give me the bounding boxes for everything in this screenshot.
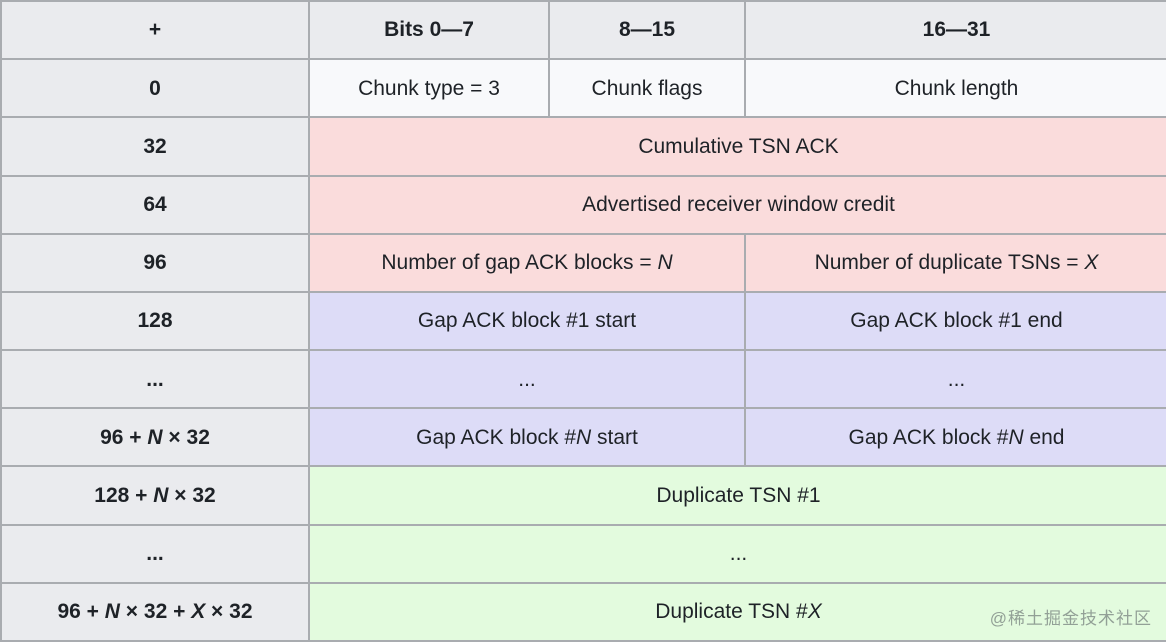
header-bits-16-31: 16—31	[744, 0, 1166, 61]
cell-offset-64: 64	[0, 174, 310, 235]
row-dup-ellipsis: ... ...	[0, 523, 1166, 584]
row-offset-96: 96 Number of gap ACK blocks = N Number o…	[0, 232, 1166, 293]
cell-chunk-flags: Chunk flags	[548, 58, 746, 119]
dup-x-var: X	[807, 600, 822, 624]
offset-var-n: N	[147, 425, 163, 449]
offset-text: 128 +	[94, 483, 154, 507]
cell-offset-128: 128	[0, 290, 310, 352]
cell-duplicate-tsn-1: Duplicate TSN #1	[308, 465, 1166, 526]
cell-gap-ack-block-1-start: Gap ACK block #1 start	[308, 290, 746, 352]
offset-text: 96 +	[57, 600, 105, 624]
gap-n-start-text: Gap ACK block #	[416, 425, 577, 449]
cell-chunk-length: Chunk length	[744, 58, 1166, 119]
dup-tsns-var-x: X	[1084, 251, 1099, 275]
gap-n-start-text: start	[591, 425, 638, 449]
offset-text: × 32	[205, 600, 253, 624]
header-bits-0-7: Bits 0—7	[308, 0, 550, 61]
row-gap-ellipsis: ... ... ...	[0, 349, 1166, 410]
cell-number-of-gap-ack-blocks: Number of gap ACK blocks = N	[308, 232, 746, 293]
cell-gap-ack-block-n-end: Gap ACK block #N end	[744, 407, 1166, 468]
offset-var-n: N	[153, 483, 169, 507]
gap-n-end-text: Gap ACK block #	[848, 425, 1009, 449]
row-offset-64: 64 Advertised receiver window credit	[0, 174, 1166, 235]
offset-text: × 32	[168, 483, 216, 507]
cell-dup-ellipsis: ...	[308, 523, 1166, 584]
cell-offset-128-plus-n32: 128 + N × 32	[0, 465, 310, 526]
cell-cumulative-tsn-ack: Cumulative TSN ACK	[308, 116, 1166, 177]
cell-gap-end-ellipsis: ...	[744, 349, 1166, 410]
cell-offset-ellipsis-gap: ...	[0, 349, 310, 410]
offset-var-x: X	[191, 600, 206, 624]
cell-chunk-type: Chunk type = 3	[308, 58, 550, 119]
cell-offset-96-n32-x32: 96 + N × 32 + X × 32	[0, 581, 310, 642]
cell-offset-0: 0	[0, 58, 310, 119]
row-offset-last: 96 + N × 32 + X × 32 Duplicate TSN #X	[0, 581, 1166, 642]
gap-n-start-var: N	[576, 425, 592, 449]
header-bits-8-15: 8—15	[548, 0, 746, 61]
cell-duplicate-tsn-x: Duplicate TSN #X	[308, 581, 1166, 642]
gap-blocks-var-n: N	[657, 251, 673, 275]
dup-x-text: Duplicate TSN #	[655, 600, 808, 624]
row-offset-0: 0 Chunk type = 3 Chunk flags Chunk lengt…	[0, 58, 1166, 119]
cell-offset-96: 96	[0, 232, 310, 293]
offset-var-n: N	[104, 600, 120, 624]
dup-tsns-text: Number of duplicate TSNs =	[814, 251, 1085, 275]
offset-text: × 32 +	[119, 600, 192, 624]
cell-gap-ack-block-1-end: Gap ACK block #1 end	[744, 290, 1166, 352]
gap-blocks-text: Number of gap ACK blocks =	[381, 251, 658, 275]
cell-number-of-duplicate-tsns: Number of duplicate TSNs = X	[744, 232, 1166, 293]
cell-advertised-receiver-window-credit: Advertised receiver window credit	[308, 174, 1166, 235]
offset-text: × 32	[162, 425, 210, 449]
offset-text: 96 +	[100, 425, 148, 449]
row-offset-128: 128 Gap ACK block #1 start Gap ACK block…	[0, 290, 1166, 352]
gap-n-end-text: end	[1023, 425, 1065, 449]
row-offset-128-plus-n32: 128 + N × 32 Duplicate TSN #1	[0, 465, 1166, 526]
cell-gap-ack-block-n-start: Gap ACK block #N start	[308, 407, 746, 468]
cell-offset-ellipsis-dup: ...	[0, 523, 310, 584]
header-offset-plus: +	[0, 0, 310, 61]
cell-offset-96-plus-n32: 96 + N × 32	[0, 407, 310, 468]
row-offset-96-plus-n32: 96 + N × 32 Gap ACK block #N start Gap A…	[0, 407, 1166, 468]
row-offset-32: 32 Cumulative TSN ACK	[0, 116, 1166, 177]
cell-gap-start-ellipsis: ...	[308, 349, 746, 410]
gap-n-end-var: N	[1008, 425, 1024, 449]
header-row: + Bits 0—7 8—15 16—31	[0, 0, 1166, 61]
cell-offset-32: 32	[0, 116, 310, 177]
